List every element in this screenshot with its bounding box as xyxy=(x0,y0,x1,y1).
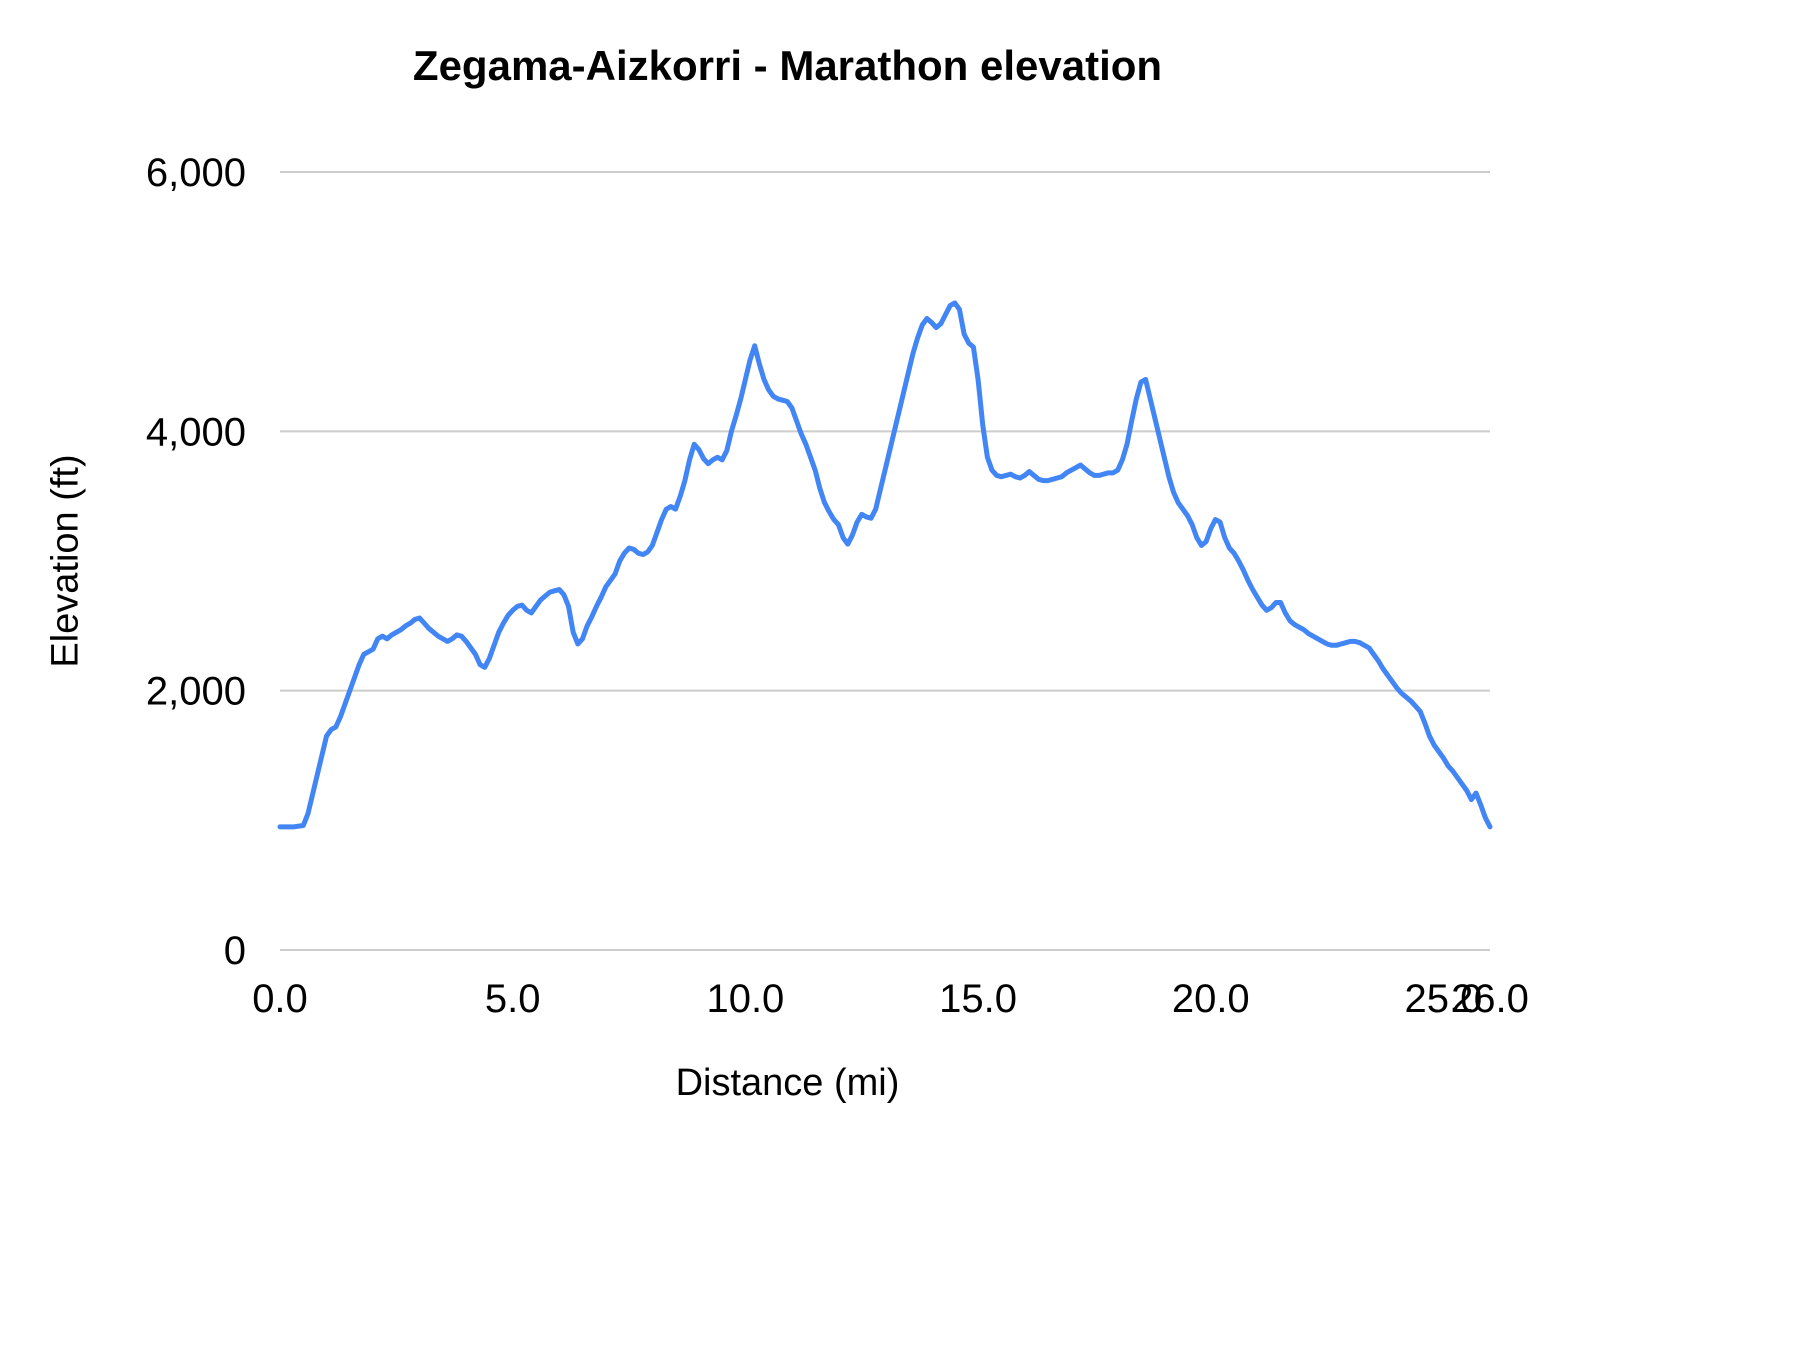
y-tick-label: 6,000 xyxy=(146,151,246,195)
y-tick-label: 2,000 xyxy=(146,670,246,714)
x-tick-label: 26.0 xyxy=(1451,977,1529,1021)
elevation-line-series xyxy=(277,300,1493,830)
x-axis-title: Distance (mi) xyxy=(675,1062,900,1104)
x-tick-label: 25.0 xyxy=(1405,977,1483,1021)
x-tick-label: 0.0 xyxy=(252,977,308,1021)
y-tick-label: 4,000 xyxy=(146,410,246,454)
y-tick-label: 0 xyxy=(224,929,246,973)
x-tick-label: 15.0 xyxy=(939,977,1017,1021)
x-tick-label: 20.0 xyxy=(1172,977,1250,1021)
x-tick-label: 10.0 xyxy=(706,977,784,1021)
chart-title: Zegama-Aizkorri - Marathon elevation xyxy=(412,42,1163,89)
x-tick-label: 5.0 xyxy=(485,977,541,1021)
